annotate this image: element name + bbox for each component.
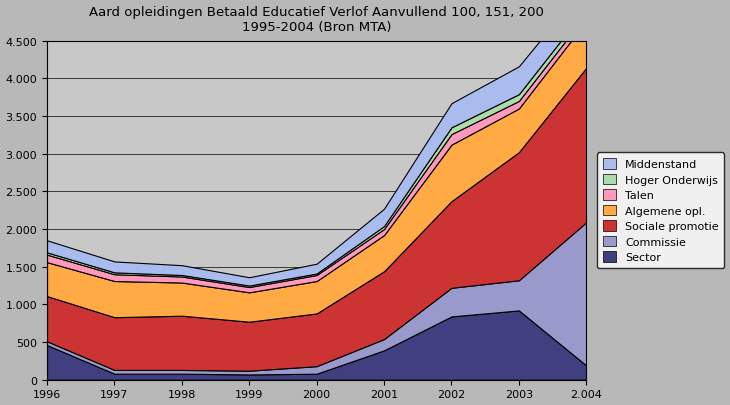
- Title: Aard opleidingen Betaald Educatief Verlof Aanvullend 100, 151, 200
1995-2004 (Br: Aard opleidingen Betaald Educatief Verlo…: [89, 6, 544, 34]
- Legend: Middenstand, Hoger Onderwijs, Talen, Algemene opl., Sociale promotie, Commissie,: Middenstand, Hoger Onderwijs, Talen, Alg…: [597, 153, 724, 268]
